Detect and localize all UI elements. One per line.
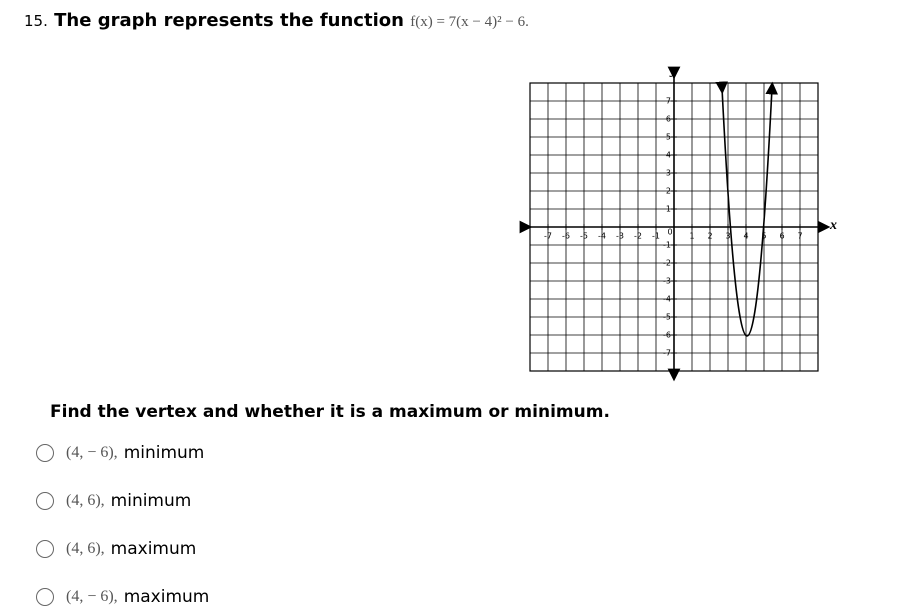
y-tick-label: -6: [663, 331, 671, 340]
option-label: maximum: [123, 587, 210, 607]
x-tick-label: -5: [580, 232, 588, 241]
radio-button[interactable]: [36, 588, 54, 606]
option-point: (4, 6),: [66, 492, 105, 509]
formula: f(x) = 7(x − 4)² − 6.: [410, 14, 529, 30]
x-tick-label: -2: [634, 232, 642, 241]
x-tick-label: 2: [707, 232, 712, 241]
y-tick-label: -7: [663, 349, 671, 358]
option-label: minimum: [110, 491, 192, 511]
x-tick-label: 7: [797, 232, 802, 241]
y-tick-label: 2: [666, 187, 671, 196]
x-tick-label: 0: [667, 228, 672, 237]
option-point: (4, − 6),: [66, 444, 118, 461]
x-tick-label: 3: [725, 232, 730, 241]
question: 15. The graph represents the function f(…: [24, 10, 529, 31]
option-point: (4, − 6),: [66, 588, 118, 605]
y-tick-label: -4: [663, 295, 671, 304]
x-tick-label: 5: [761, 232, 766, 241]
y-tick-label: 6: [666, 115, 671, 124]
option-point: (4, 6),: [66, 540, 105, 557]
x-tick-label: -1: [652, 232, 660, 241]
x-tick-label: -4: [598, 232, 606, 241]
y-tick-label: -2: [663, 259, 671, 268]
y-tick-label: 5: [666, 133, 671, 142]
x-tick-label: 6: [779, 232, 784, 241]
y-axis-label: y: [669, 63, 678, 78]
option-label: maximum: [110, 539, 197, 559]
y-tick-label: -5: [663, 313, 671, 322]
option[interactable]: (4, 6), maximum: [36, 539, 196, 559]
question-number: 15.: [24, 12, 48, 30]
y-tick-label: 4: [666, 151, 671, 160]
x-axis-label: x: [829, 218, 837, 233]
question-text: The graph represents the function: [54, 10, 404, 31]
option-label: minimum: [123, 443, 205, 463]
x-tick-label: 1: [689, 232, 694, 241]
x-tick-label: -7: [544, 232, 552, 241]
option[interactable]: (4, − 6), minimum: [36, 443, 204, 463]
prompt: Find the vertex and whether it is a maxi…: [50, 402, 610, 422]
radio-button[interactable]: [36, 444, 54, 462]
y-tick-label: 7: [666, 97, 671, 106]
option[interactable]: (4, 6), minimum: [36, 491, 191, 511]
x-tick-label: -6: [562, 232, 570, 241]
y-tick-label: 1: [666, 205, 671, 214]
y-tick-label: 3: [666, 169, 671, 178]
y-tick-label: -3: [663, 277, 671, 286]
x-tick-label: 4: [743, 232, 748, 241]
option[interactable]: (4, − 6), maximum: [36, 587, 209, 607]
radio-button[interactable]: [36, 540, 54, 558]
parabola: [715, 81, 779, 337]
radio-button[interactable]: [36, 492, 54, 510]
y-tick-label: -1: [663, 241, 671, 250]
x-tick-label: -3: [616, 232, 624, 241]
